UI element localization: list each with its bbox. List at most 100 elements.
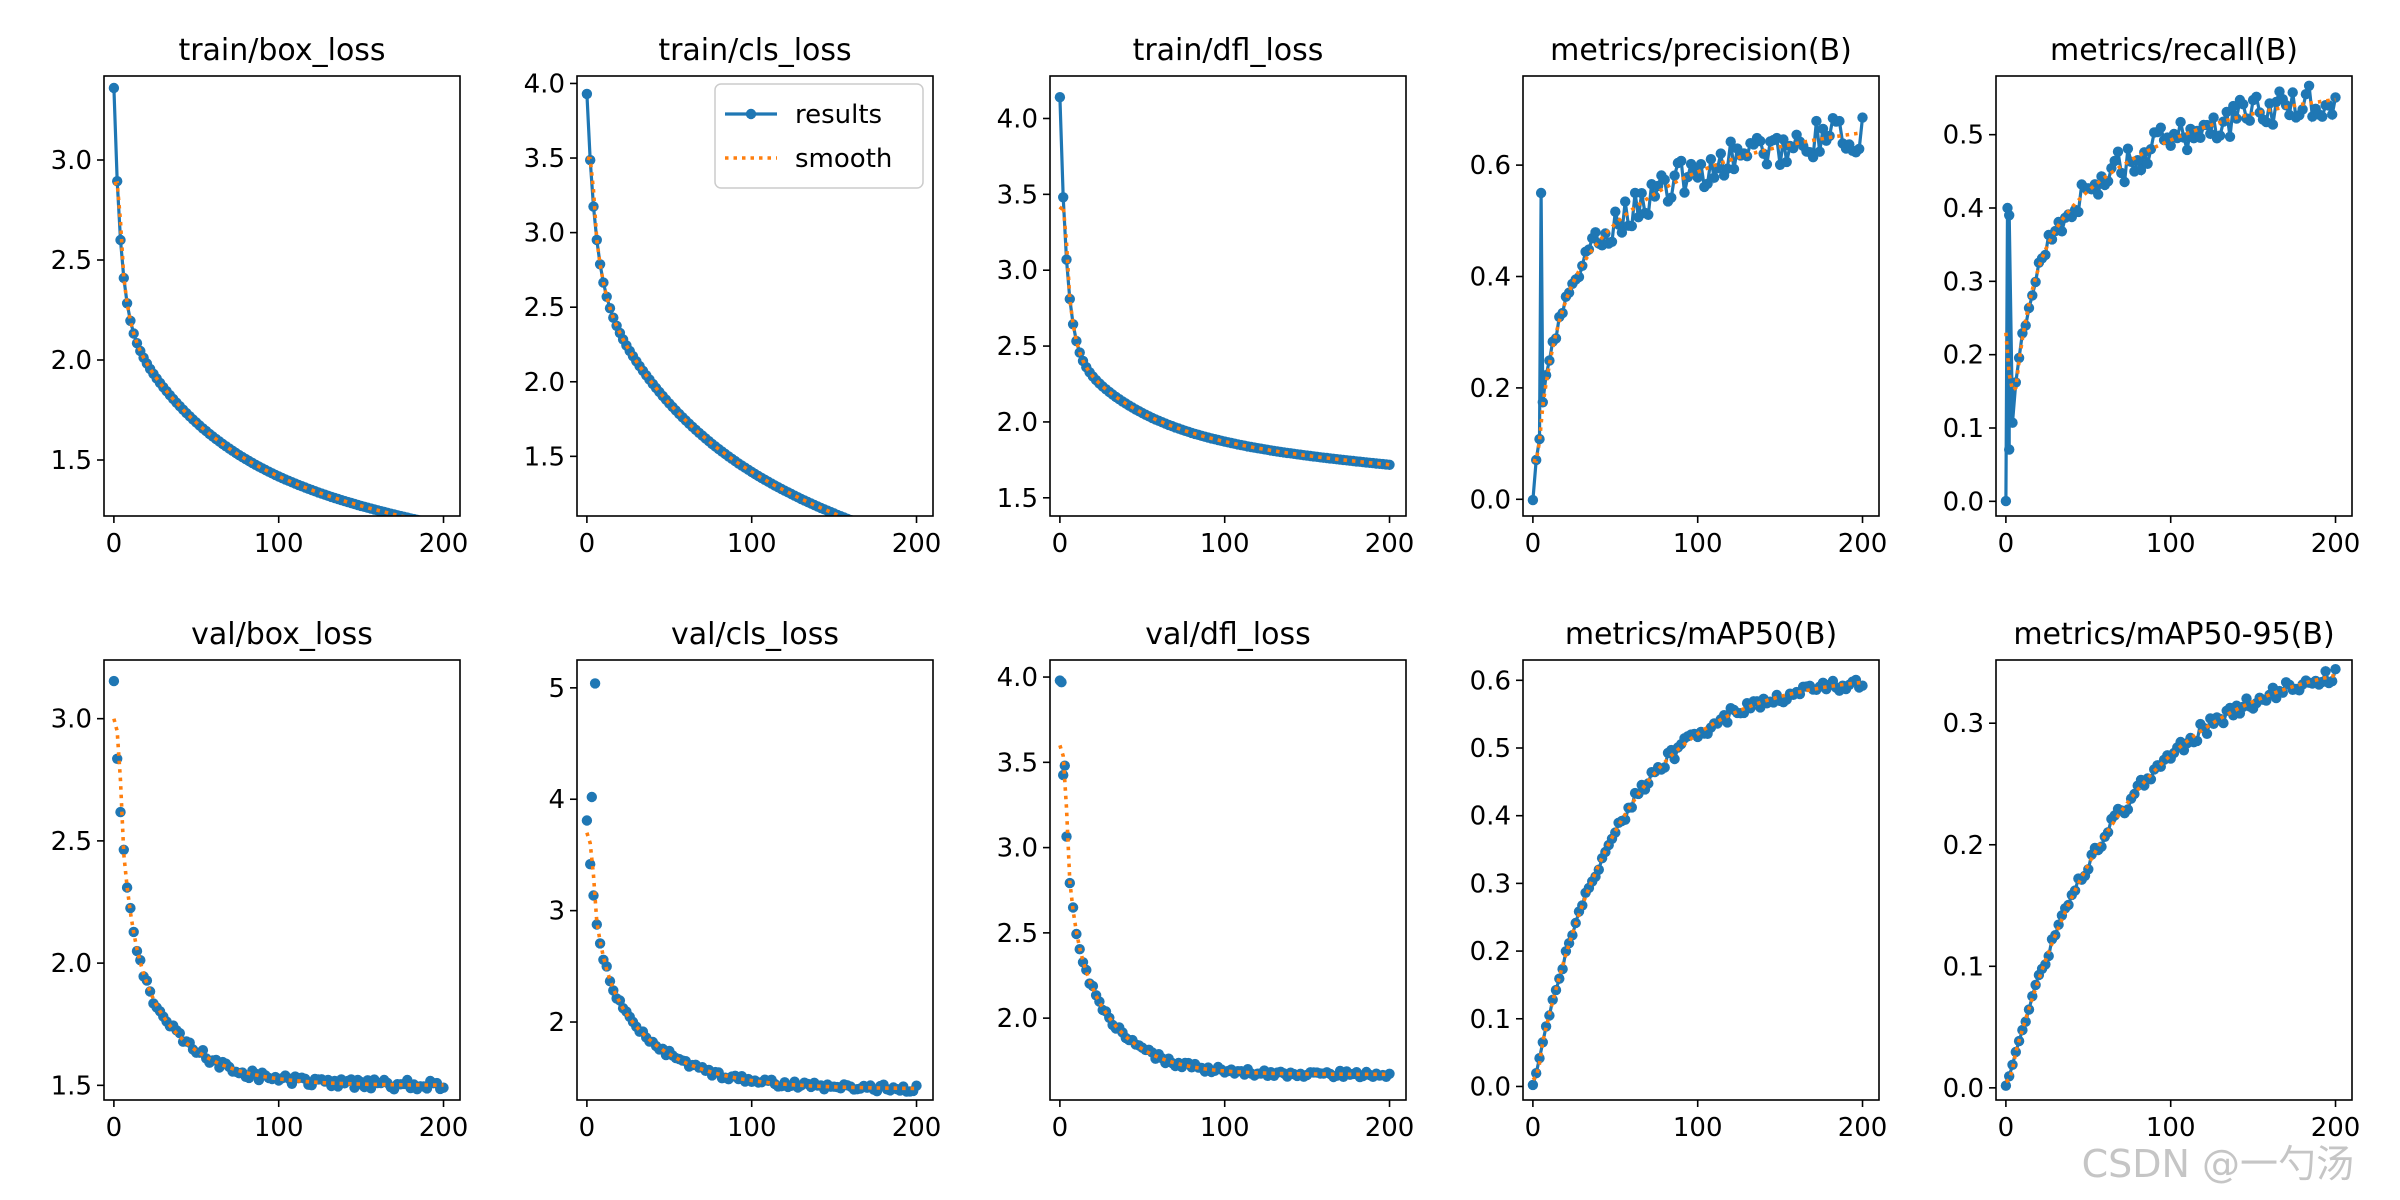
legend-label-results: results	[795, 100, 882, 130]
data-point	[1610, 206, 1621, 217]
chart-title: metrics/mAP50(B)	[1565, 617, 1837, 652]
chart-title: metrics/mAP50-95(B)	[2013, 617, 2334, 652]
data-point	[585, 154, 596, 166]
smooth-line	[1058, 200, 1390, 467]
data-point	[2165, 140, 2176, 151]
data-point	[2238, 99, 2249, 110]
chart-panel: metrics/precision(B) 0 100 200 0.0 0.2 0.4 0.6	[1470, 33, 1888, 559]
data-point	[859, 520, 869, 530]
x-tick-label: 200	[419, 1113, 469, 1143]
y-tick-label: 0.0	[1470, 1072, 1511, 1102]
data-point	[2251, 91, 2262, 103]
y-tick-label: 0.1	[1943, 414, 1984, 444]
data-point	[1649, 191, 1661, 202]
data-point	[2122, 804, 2134, 815]
data-point	[2327, 676, 2338, 687]
y-tick-label: 4.0	[524, 69, 565, 99]
data-point	[2119, 176, 2130, 188]
csdn-watermark: CSDN @一勺汤	[2081, 1142, 2354, 1186]
data-point	[432, 519, 442, 529]
data-point	[422, 517, 432, 527]
data-point	[1535, 187, 1547, 199]
data-point	[1550, 984, 1562, 996]
data-point	[1722, 717, 1733, 728]
y-tick-label: 0.2	[1470, 937, 1511, 967]
data-point	[1781, 156, 1792, 168]
data-point	[125, 315, 136, 326]
data-point	[2241, 693, 2252, 704]
smooth-line	[1531, 680, 1863, 1082]
axes-frame	[1995, 659, 2353, 1101]
y-tick-label: 2.0	[51, 346, 92, 376]
chart-panel: metrics/recall(B) 0 100 200 0.0 0.1 0.2 0.3 0.4 0…	[1943, 33, 2361, 559]
data-point	[591, 234, 602, 246]
x-tick-label: 200	[1838, 1113, 1888, 1143]
data-point	[581, 88, 593, 100]
data-point	[1854, 143, 1865, 155]
data-point	[438, 1082, 449, 1093]
data-point	[2303, 80, 2315, 92]
data-point	[2208, 112, 2219, 123]
y-tick-label: 3.5	[997, 748, 1038, 778]
chart-title: train/cls_loss	[658, 33, 851, 68]
data-point	[1626, 220, 1638, 232]
y-tick-label: 0.2	[1943, 831, 1984, 861]
data-point	[2112, 146, 2124, 157]
data-point	[1583, 244, 1595, 255]
x-tick-label: 100	[1673, 1113, 1723, 1143]
data-point	[1755, 135, 1766, 147]
data-point	[1620, 196, 1631, 207]
data-point	[1054, 92, 1066, 103]
data-point	[1659, 174, 1670, 185]
chart-title: val/cls_loss	[671, 617, 839, 652]
x-tick-label: 100	[254, 1113, 304, 1143]
data-point	[118, 272, 129, 284]
data-point	[1613, 219, 1624, 230]
y-tick-label: 0.3	[1943, 709, 1984, 739]
x-tick-label: 100	[1200, 1113, 1250, 1143]
data-point	[589, 678, 601, 689]
y-tick-label: 2.0	[997, 408, 1038, 438]
data-point	[2073, 206, 2084, 218]
y-tick-label: 4.0	[997, 104, 1038, 134]
data-point	[1857, 112, 1868, 123]
x-tick-label: 200	[892, 529, 942, 559]
axes-frame	[103, 75, 461, 517]
results-line	[2004, 665, 2338, 1087]
data-point	[2004, 210, 2015, 221]
data-point	[1527, 494, 1539, 506]
data-point	[2155, 122, 2166, 133]
y-tick-label: 4	[548, 785, 565, 815]
y-tick-label: 0.1	[1943, 952, 1984, 982]
data-point	[878, 527, 888, 537]
data-point	[882, 528, 892, 538]
axes-frame	[103, 659, 461, 1101]
y-tick-label: 3.0	[997, 834, 1038, 864]
y-tick-label: 0.4	[1470, 263, 1511, 293]
data-point	[2297, 104, 2308, 115]
data-point	[1659, 762, 1670, 773]
x-tick-label: 0	[1998, 529, 2015, 559]
y-tick-label: 0.5	[1943, 121, 1984, 151]
chart-panel: train/cls_loss 0 100 200 1.5 2.0 2.5 3.0 3.5 4.0 r…	[524, 33, 942, 559]
data-point	[1692, 172, 1703, 183]
smooth-line	[1058, 744, 1390, 1077]
axes-frame	[1522, 659, 1880, 1101]
x-tick-label: 200	[892, 1113, 942, 1143]
data-point	[1064, 293, 1076, 305]
x-tick-label: 100	[2146, 529, 2196, 559]
results-line	[112, 87, 408, 516]
chart-title: metrics/recall(B)	[2050, 33, 2298, 68]
legend-label-smooth: smooth	[795, 144, 892, 174]
data-point	[2195, 132, 2206, 143]
data-point	[1788, 143, 1799, 154]
data-point	[1384, 1068, 1395, 1080]
x-tick-label: 200	[1365, 529, 1415, 559]
data-point	[2327, 109, 2338, 120]
data-point	[2096, 841, 2107, 852]
x-tick-label: 0	[106, 1113, 123, 1143]
y-tick-label: 2.5	[51, 827, 92, 857]
legend-box	[714, 83, 924, 189]
smooth-line	[112, 718, 444, 1087]
